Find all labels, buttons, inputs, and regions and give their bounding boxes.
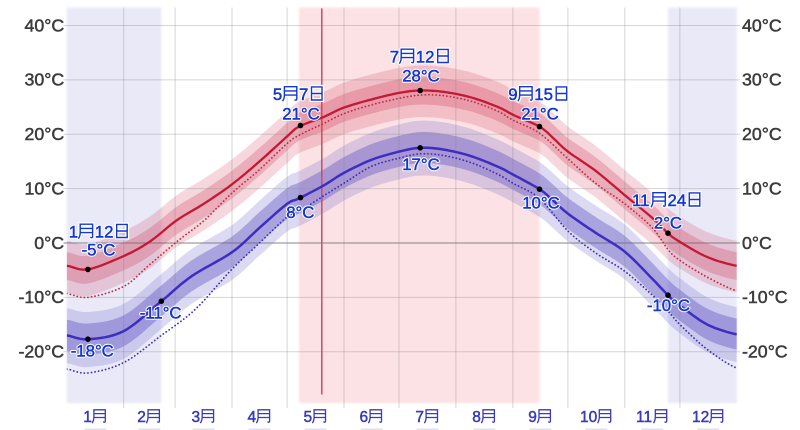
- svg-text:21°C: 21°C: [521, 105, 559, 124]
- svg-text:8°C: 8°C: [286, 203, 314, 222]
- svg-text:30°C: 30°C: [25, 70, 65, 90]
- svg-text:8: 8: [472, 409, 481, 426]
- svg-text:11: 11: [632, 191, 649, 210]
- svg-text:28°C: 28°C: [402, 67, 440, 86]
- svg-text:-18°C: -18°C: [71, 341, 114, 360]
- svg-text:10°C: 10°C: [25, 178, 65, 198]
- svg-text:-20°C: -20°C: [742, 342, 788, 362]
- svg-text:0°C: 0°C: [34, 233, 64, 253]
- svg-text:7: 7: [415, 409, 424, 426]
- svg-text:12: 12: [692, 409, 709, 426]
- svg-text:3: 3: [192, 409, 201, 426]
- svg-text:10: 10: [580, 409, 598, 426]
- svg-text:1: 1: [69, 223, 78, 242]
- svg-text:-20°C: -20°C: [19, 342, 65, 362]
- svg-text:9: 9: [508, 85, 517, 104]
- svg-text:-10°C: -10°C: [742, 287, 788, 307]
- svg-text:21°C: 21°C: [521, 105, 559, 124]
- svg-text:12: 12: [95, 223, 114, 242]
- svg-text:2: 2: [137, 409, 146, 426]
- svg-text:3: 3: [192, 409, 201, 426]
- svg-text:5: 5: [273, 85, 282, 104]
- svg-text:12: 12: [416, 48, 435, 67]
- svg-text:5: 5: [273, 85, 282, 104]
- svg-text:10°C: 10°C: [742, 178, 782, 198]
- svg-text:1: 1: [69, 223, 78, 242]
- svg-text:11: 11: [632, 191, 649, 210]
- svg-text:2: 2: [137, 409, 146, 426]
- svg-text:-18°C: -18°C: [71, 341, 114, 360]
- svg-text:10°C: 10°C: [522, 194, 560, 213]
- svg-text:7: 7: [390, 48, 399, 67]
- svg-text:40°C: 40°C: [742, 15, 782, 35]
- svg-text:40°C: 40°C: [25, 15, 65, 35]
- svg-text:0°C: 0°C: [34, 233, 64, 253]
- svg-text:10°C: 10°C: [25, 178, 65, 198]
- svg-text:-20°C: -20°C: [742, 342, 788, 362]
- svg-text:-5°C: -5°C: [82, 241, 116, 260]
- svg-text:-10°C: -10°C: [647, 296, 690, 315]
- svg-text:6: 6: [360, 409, 369, 426]
- svg-text:-10°C: -10°C: [19, 287, 65, 307]
- svg-text:9: 9: [508, 85, 517, 104]
- svg-text:7: 7: [299, 85, 308, 104]
- svg-text:12: 12: [95, 223, 114, 242]
- svg-text:12: 12: [692, 409, 709, 426]
- svg-text:-11°C: -11°C: [140, 304, 182, 323]
- svg-text:5: 5: [304, 409, 313, 426]
- svg-text:28°C: 28°C: [402, 67, 440, 86]
- svg-text:40°C: 40°C: [742, 15, 782, 35]
- svg-text:30°C: 30°C: [742, 70, 782, 90]
- svg-text:-10°C: -10°C: [742, 287, 788, 307]
- svg-text:20°C: 20°C: [25, 124, 65, 144]
- svg-text:21°C: 21°C: [282, 105, 320, 124]
- svg-text:2°C: 2°C: [654, 214, 682, 233]
- svg-text:17°C: 17°C: [402, 155, 440, 174]
- svg-text:9: 9: [528, 409, 537, 426]
- svg-text:21°C: 21°C: [282, 105, 320, 124]
- svg-text:15: 15: [534, 85, 553, 104]
- svg-text:12: 12: [416, 48, 435, 67]
- svg-text:2°C: 2°C: [654, 214, 682, 233]
- svg-text:20°C: 20°C: [742, 124, 782, 144]
- svg-text:24: 24: [668, 191, 687, 210]
- svg-text:11: 11: [636, 409, 652, 426]
- svg-text:7: 7: [299, 85, 308, 104]
- svg-text:6: 6: [360, 409, 369, 426]
- svg-text:10: 10: [580, 409, 598, 426]
- svg-text:40°C: 40°C: [25, 15, 65, 35]
- svg-text:7: 7: [390, 48, 399, 67]
- svg-text:-5°C: -5°C: [82, 241, 116, 260]
- svg-text:30°C: 30°C: [742, 70, 782, 90]
- svg-text:8: 8: [472, 409, 481, 426]
- svg-text:10°C: 10°C: [522, 194, 560, 213]
- svg-text:9: 9: [528, 409, 537, 426]
- svg-text:30°C: 30°C: [25, 70, 65, 90]
- svg-text:-11°C: -11°C: [140, 304, 182, 323]
- svg-text:20°C: 20°C: [742, 124, 782, 144]
- svg-text:4: 4: [248, 409, 257, 426]
- svg-text:5: 5: [304, 409, 313, 426]
- svg-text:-20°C: -20°C: [19, 342, 65, 362]
- svg-text:17°C: 17°C: [402, 155, 440, 174]
- svg-text:20°C: 20°C: [25, 124, 65, 144]
- svg-text:24: 24: [668, 191, 687, 210]
- svg-text:0°C: 0°C: [742, 233, 772, 253]
- svg-text:10°C: 10°C: [742, 178, 782, 198]
- svg-text:1: 1: [83, 409, 92, 426]
- svg-text:4: 4: [248, 409, 257, 426]
- svg-text:15: 15: [534, 85, 553, 104]
- svg-text:-10°C: -10°C: [19, 287, 65, 307]
- svg-text:7: 7: [415, 409, 424, 426]
- svg-text:-10°C: -10°C: [647, 296, 690, 315]
- svg-text:8°C: 8°C: [286, 203, 314, 222]
- svg-text:11: 11: [636, 409, 652, 426]
- svg-text:0°C: 0°C: [742, 233, 772, 253]
- svg-text:1: 1: [83, 409, 92, 426]
